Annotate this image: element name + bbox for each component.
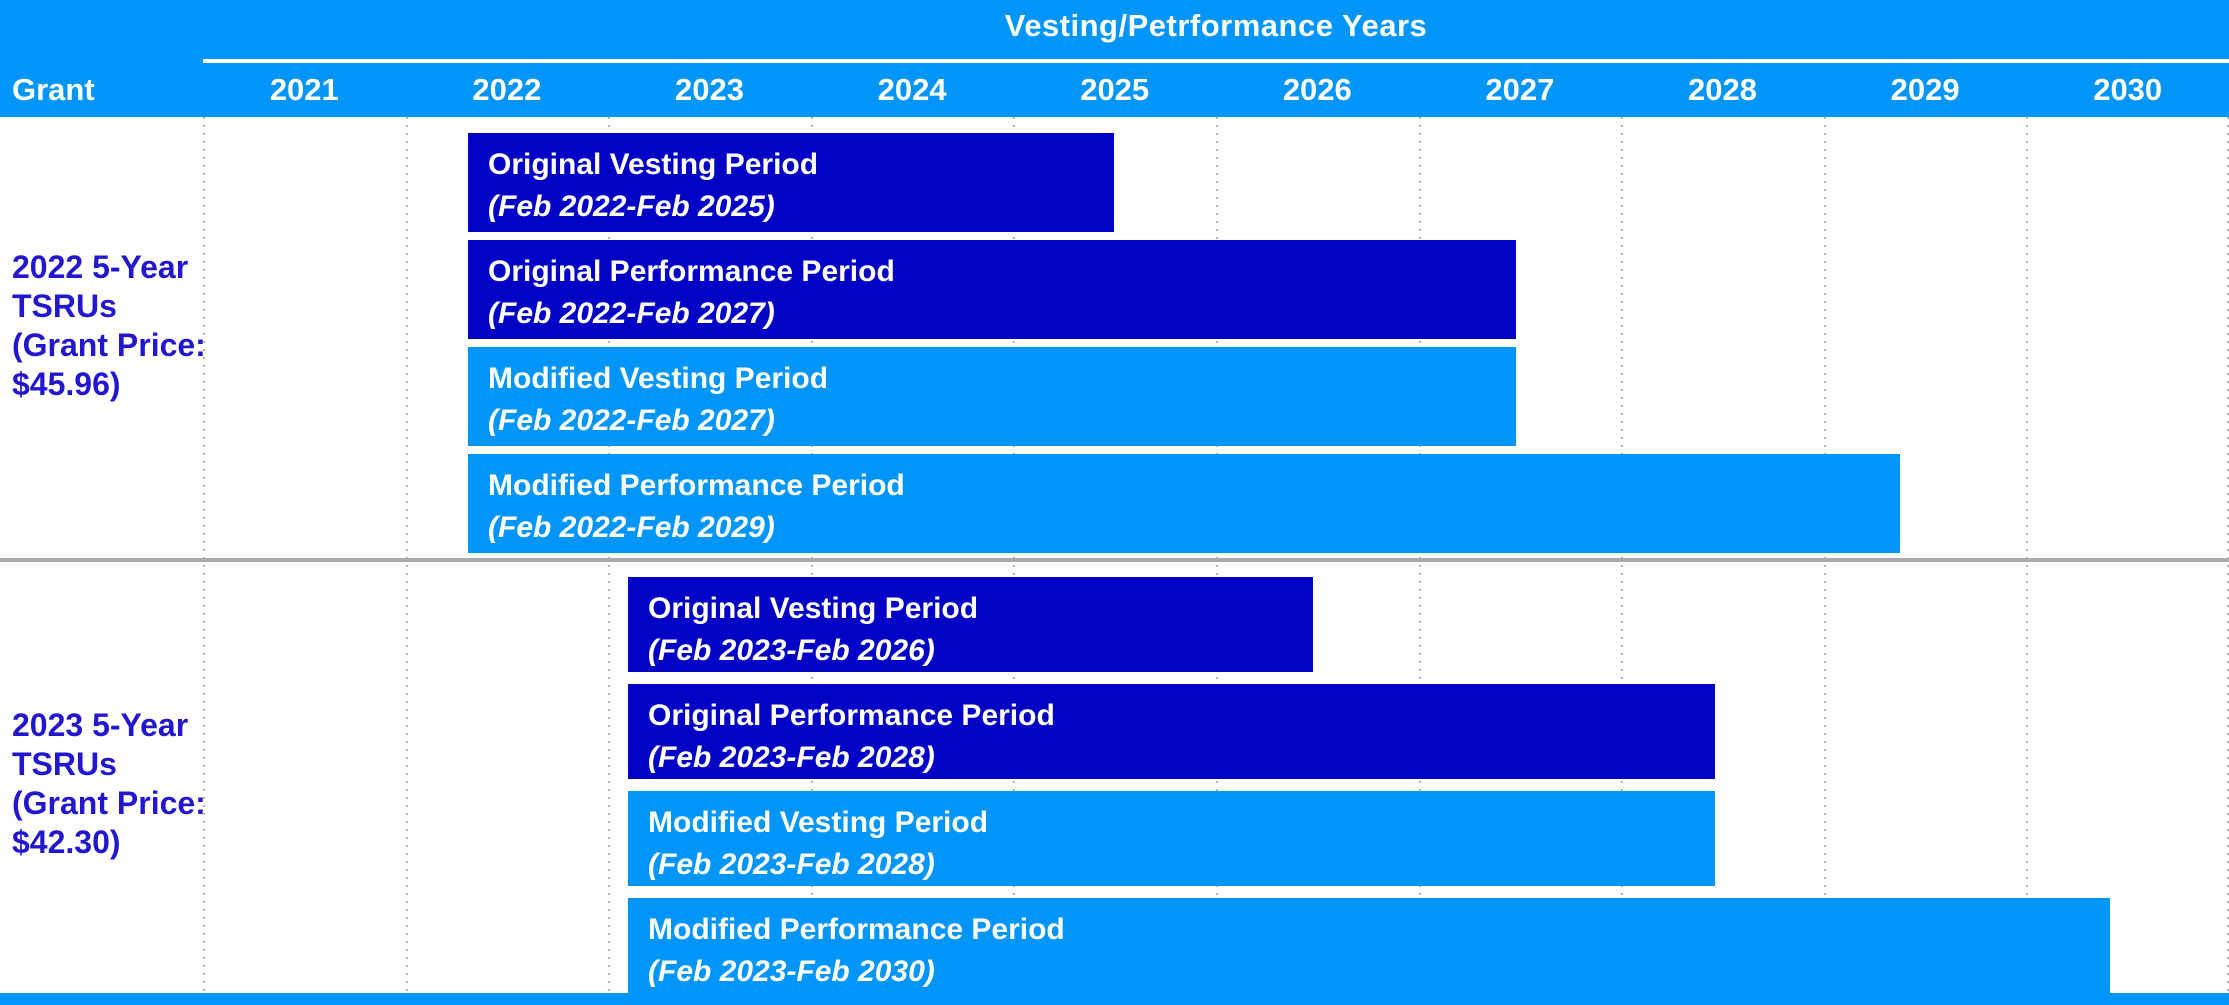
chart-title: Vesting/Petrformance Years <box>1004 8 1428 43</box>
bar-period-name: Modified Vesting Period <box>488 362 829 395</box>
bar-period-name: Original Vesting Period <box>488 148 819 181</box>
bar-period-name: Original Performance Period <box>648 699 1055 732</box>
year-gridline <box>2026 117 2029 993</box>
bar-period-name: Modified Vesting Period <box>648 806 989 839</box>
bar-date-range: (Feb 2023-Feb 2028) <box>648 741 935 774</box>
year-tick-label: 2021 <box>269 72 339 107</box>
bar-date-range: (Feb 2022-Feb 2029) <box>488 511 775 544</box>
grant-group-label-line: 2023 5-Year <box>12 707 189 743</box>
year-gridline <box>203 117 205 993</box>
bar-date-range: (Feb 2022-Feb 2027) <box>488 404 775 437</box>
year-tick-label: 2027 <box>1485 72 1555 107</box>
bar-date-range: (Feb 2023-Feb 2030) <box>648 955 935 988</box>
bar-period-name: Original Vesting Period <box>648 592 979 625</box>
bar-date-range: (Feb 2022-Feb 2025) <box>488 190 775 223</box>
bar-date-range: (Feb 2022-Feb 2027) <box>488 297 775 330</box>
year-gridline <box>810 117 813 993</box>
year-gridline <box>1418 117 1421 993</box>
year-tick-label: 2024 <box>877 72 947 107</box>
year-tick-label: 2026 <box>1282 72 1352 107</box>
bar-date-range: (Feb 2023-Feb 2026) <box>648 634 935 667</box>
bar-period-name: Original Performance Period <box>488 255 895 288</box>
grant-group-label-line: $45.96) <box>12 366 121 402</box>
year-tick-label: 2023 <box>675 72 744 107</box>
bar-period-name: Modified Performance Period <box>648 913 1065 946</box>
year-gridline <box>405 117 408 993</box>
year-gridline <box>1216 117 1218 993</box>
bar-period-name: Modified Performance Period <box>488 469 905 502</box>
chart-header: Vesting/Petrformance Years Grant 2021 202… <box>0 0 2229 117</box>
grant-group-label-line: 2022 5-Year <box>12 249 189 285</box>
grant-group-label: 2023 5-Year TSRUs (Grant Price: $42.30) <box>12 706 432 862</box>
bar-date-range: (Feb 2023-Feb 2028) <box>648 848 935 881</box>
gantt-bar: Modified Vesting Period (Feb 2022-Feb 202… <box>468 347 1516 446</box>
gantt-bar: Modified Performance Period (Feb 2022-Feb… <box>468 454 1900 553</box>
gantt-bar: Modified Performance Period (Feb 2023-Feb… <box>628 898 2110 993</box>
year-tick-label: 2030 <box>2093 72 2163 107</box>
bottom-border-strip <box>0 993 2229 1005</box>
gantt-bar: Original Performance Period (Feb 2022-Feb… <box>468 240 1516 339</box>
grant-group-label: 2022 5-Year TSRUs (Grant Price: $45.96) <box>12 248 432 404</box>
year-gridline <box>1013 117 1016 993</box>
axis-underline <box>203 59 2229 63</box>
year-tick-label: 2029 <box>1890 72 1960 107</box>
grant-group-label-line: (Grant Price: <box>12 785 206 821</box>
year-gridline <box>1621 117 1624 993</box>
year-tick-label: 2022 <box>472 72 542 107</box>
year-tick-label: 2025 <box>1080 72 1150 107</box>
year-gridline <box>1823 117 1826 993</box>
gantt-bar: Original Vesting Period (Feb 2022-Feb 202… <box>468 133 1114 232</box>
grant-group-label-line: $42.30) <box>12 824 121 860</box>
gantt-bar: Modified Vesting Period (Feb 2023-Feb 202… <box>628 791 1715 886</box>
group-divider-line <box>0 558 2229 562</box>
grant-group-label-line: (Grant Price: <box>12 327 206 363</box>
year-gridline <box>2227 117 2229 993</box>
year-gridline <box>608 117 611 993</box>
grant-group-label-line: TSRUs <box>12 746 117 782</box>
gantt-bar: Original Performance Period (Feb 2023-Feb… <box>628 684 1715 779</box>
gantt-bar: Original Vesting Period (Feb 2023-Feb 202… <box>628 577 1313 672</box>
grant-column-header: Grant <box>12 72 95 107</box>
grant-group-label-line: TSRUs <box>12 288 117 324</box>
year-tick-label: 2028 <box>1688 72 1757 107</box>
